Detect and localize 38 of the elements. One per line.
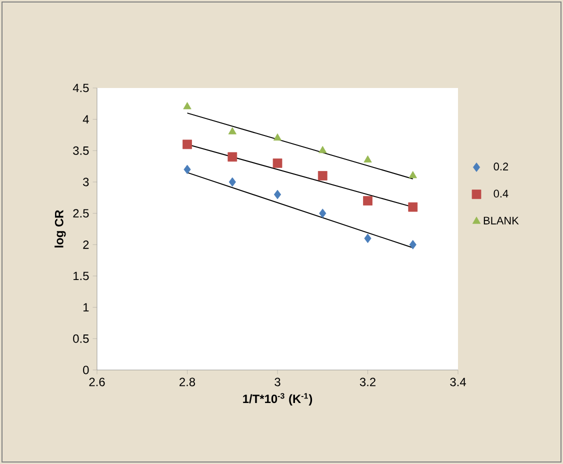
legend-label: BLANK [484, 216, 519, 224]
point [228, 152, 238, 162]
x-tick-label: 3.4 [450, 378, 466, 386]
y-tick-label: 2.5 [73, 209, 89, 218]
point [183, 102, 192, 110]
point [408, 202, 418, 212]
point [184, 164, 191, 174]
point [273, 133, 282, 141]
y-tick-label: 0.5 [73, 334, 89, 343]
y-tick-label: 2 [83, 240, 89, 249]
point [228, 127, 236, 134]
y-tick-label: 4.5 [72, 84, 89, 92]
legend-label: 0.2 [494, 162, 508, 170]
point [318, 146, 327, 154]
point [274, 190, 282, 200]
y-tick-label: 0 [83, 366, 89, 374]
point [318, 171, 328, 180]
y-axis-title: log CR [54, 210, 66, 248]
point [409, 240, 416, 250]
point [182, 140, 192, 150]
x-tick-label: 2.8 [180, 378, 196, 386]
y-tick-label: 1.5 [74, 272, 89, 280]
point [408, 171, 417, 178]
x-axis-title: 1/T*10$^{-3}$ (K$^{-1}$) [243, 393, 312, 406]
y-tick-label: 3 [83, 178, 89, 186]
point [228, 177, 236, 187]
point [364, 155, 372, 162]
point [364, 234, 372, 244]
point [272, 158, 282, 168]
x-tick-label: 2.6 [89, 378, 105, 386]
point [319, 208, 326, 218]
y-tick-label: 3.5 [73, 146, 89, 155]
x-tick-label: 3.2 [360, 378, 376, 386]
point [363, 196, 372, 206]
y-tick-label: 1 [83, 303, 89, 312]
y-tick-label: 4 [82, 115, 89, 124]
legend-label: 0.4 [494, 190, 508, 198]
x-tick-label: 3 [274, 378, 280, 386]
